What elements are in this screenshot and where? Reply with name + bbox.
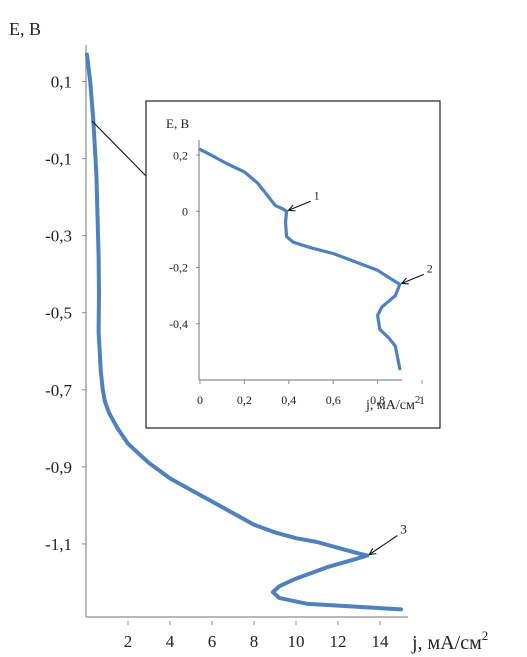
main-y-tick-label: -0,3 [45,227,72,246]
inset-axes [198,140,402,381]
inset-y-axis-label: E, В [166,116,189,131]
inset-polarization-curve [198,147,402,371]
main-y-tick-label: -0,1 [45,150,72,169]
inset-x-tick-label: 0,4 [281,393,296,407]
main-y-tick-label: -0,7 [45,381,72,400]
inset-y-ticks: 0,2 0 -0,2 -0,4 [169,148,200,331]
inset-y-tick-label: -0,4 [169,317,188,331]
main-y-tick-label: 0,1 [51,72,72,91]
inset-x-tick-label: 0,6 [326,393,341,407]
inset-annotation-arrowhead [400,277,409,285]
main-x-tick-label: 14 [372,632,390,651]
inset-x-tick-label: 0 [197,393,203,407]
inset-annotation-arrow [401,273,425,284]
inset-x-tick-label: 0,2 [237,393,252,407]
inset-annotation-arrowhead [287,204,296,212]
inset-annotation-arrow [288,200,311,211]
main-polarization-curve [85,52,403,612]
inset-x-axis-label: j, мА/см2 [365,394,420,413]
main-x-axis-label: j, мА/см2 [411,628,488,654]
main-x-tick-label: 8 [250,632,259,651]
main-x-tick-label: 12 [330,632,347,651]
main-x-tick-label: 4 [166,632,175,651]
inset-x-tick-label: 0,8 [370,393,385,407]
main-x-ticks: 2 4 6 8 10 12 14 [124,621,389,651]
main-annotation-arrowhead [368,548,377,556]
main-y-tick-label: -0,5 [45,304,72,323]
inset-connector-line [91,120,147,177]
inset-y-tick-label: -0,2 [169,261,188,275]
main-x-tick-label: 2 [124,632,133,651]
main-annotation-label: 3 [400,521,407,536]
main-axes [85,45,408,618]
inset-y-tick-label: 0,2 [173,148,188,162]
inset-x-tick-label: 1 [419,393,425,407]
inset-annotation-label: 2 [427,261,433,275]
main-y-ticks: 0,1 -0,1 -0,3 -0,5 -0,7 -0,9 -1,1 [45,72,86,554]
main-x-tick-label: 10 [288,632,305,651]
main-y-axis-label: E, В [9,19,41,39]
main-annotations: 3 [368,521,407,556]
inset-annotation-label: 1 [314,188,320,202]
main-x-tick-label: 6 [208,632,217,651]
main-annotation-arrow [369,535,398,555]
main-y-tick-label: -1,1 [45,535,72,554]
inset-y-tick-label: 0 [182,204,188,218]
inset-frame [145,100,441,429]
main-y-tick-label: -0,9 [45,458,72,477]
inset-x-ticks: 0 0,2 0,4 0,6 0,8 1 [197,380,425,407]
inset-annotations: 12 [287,188,433,285]
